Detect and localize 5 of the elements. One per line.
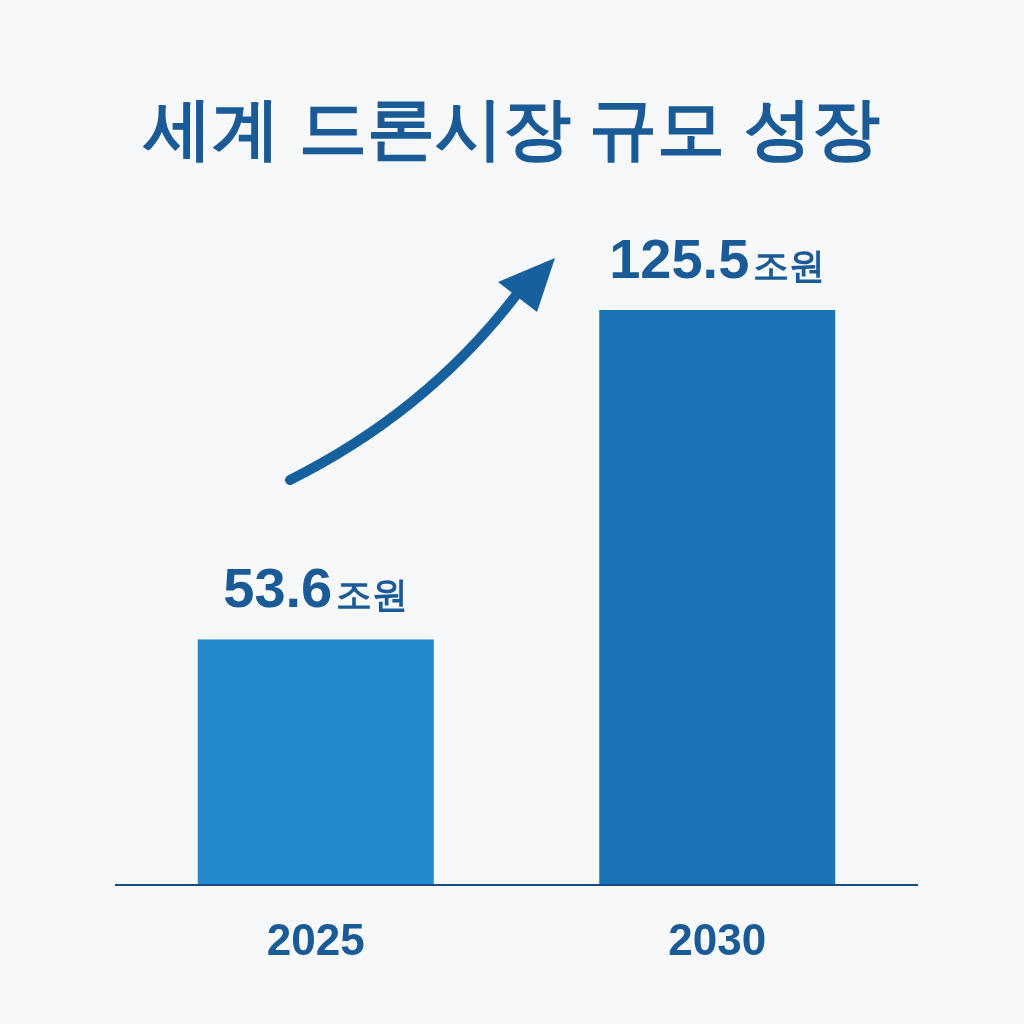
data-label: 53.6조원 [223,556,409,620]
chart-title: 세계 드론시장 규모 성장 [141,90,881,166]
x-tick-label: 2025 [266,915,365,964]
data-label: 125.5조원 [609,227,826,290]
x-tick-label: 2030 [668,915,767,964]
